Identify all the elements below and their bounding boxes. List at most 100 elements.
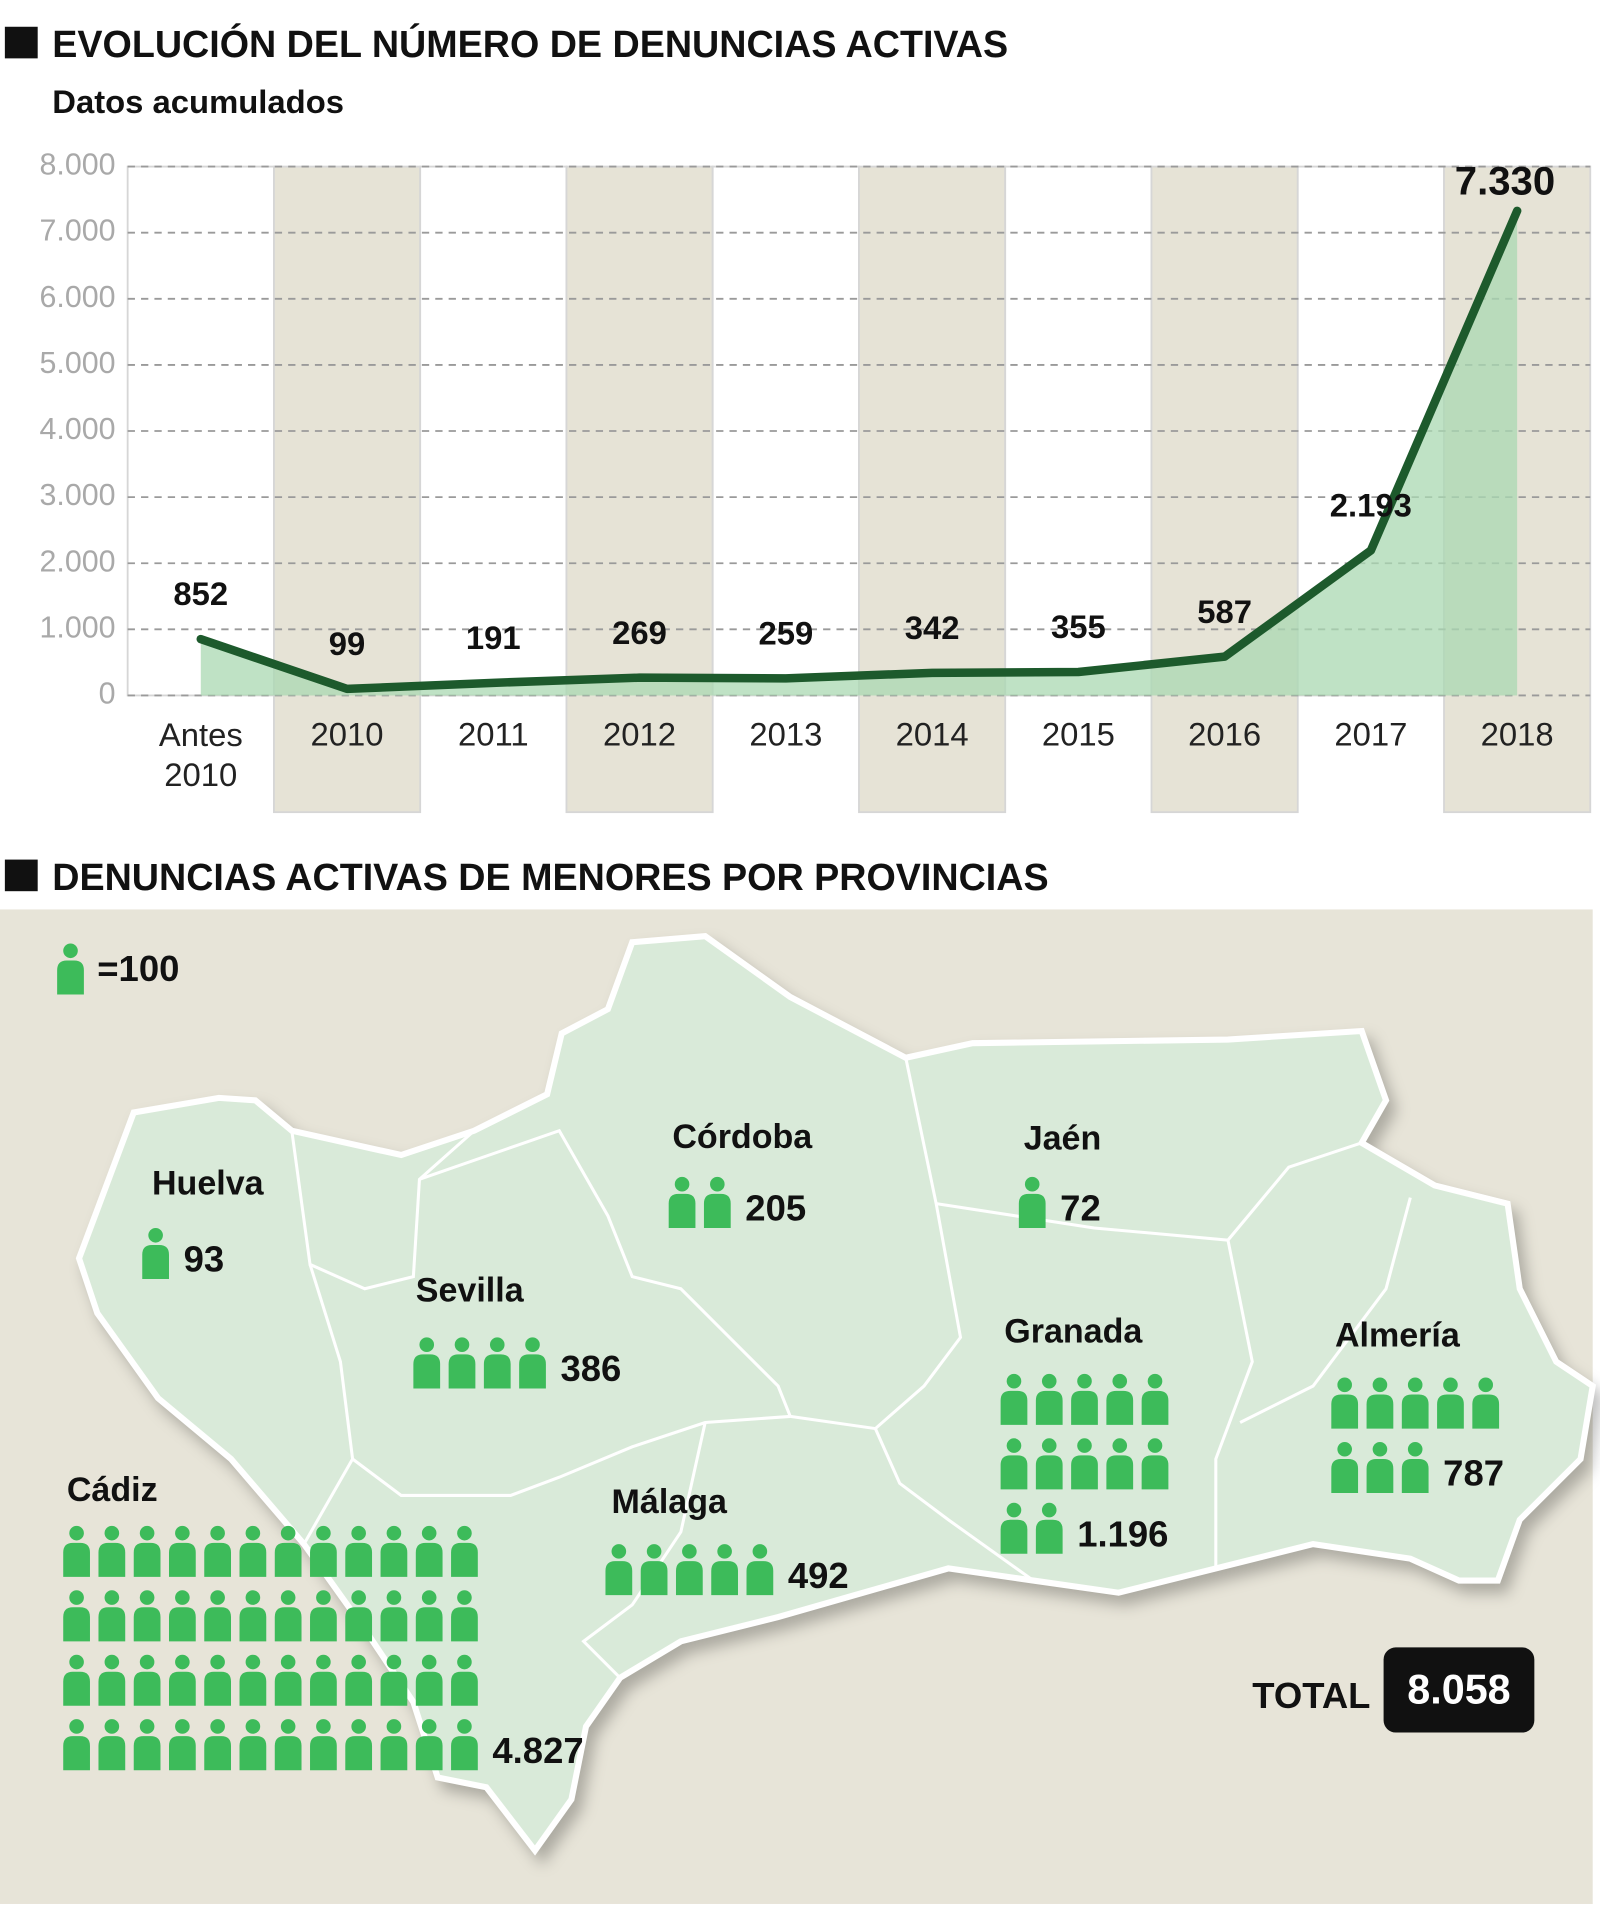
person-icon — [1035, 1373, 1063, 1425]
person-icon — [63, 1525, 90, 1577]
icon-body — [63, 1542, 90, 1577]
icon-head — [175, 1525, 190, 1541]
icon-body — [310, 1542, 337, 1577]
icon-body — [204, 1607, 232, 1642]
y-tick-label: 0 — [99, 676, 116, 710]
icon-body — [1000, 1390, 1028, 1425]
icon-body — [345, 1607, 373, 1642]
icon-body — [413, 1354, 441, 1389]
person-icon — [380, 1654, 408, 1706]
icon-head — [139, 1590, 155, 1605]
province-value: 386 — [560, 1348, 621, 1389]
person-icon — [703, 1176, 731, 1228]
icon-head — [752, 1544, 768, 1559]
icon-head — [1041, 1373, 1057, 1389]
icon-head — [457, 1719, 472, 1734]
icon-body — [63, 1671, 90, 1706]
person-icon — [1366, 1377, 1394, 1429]
person-icon — [1141, 1438, 1169, 1490]
icon-body — [345, 1736, 373, 1771]
x-tick-label: Antes 2010 — [159, 715, 243, 792]
data-label: 2.193 — [1330, 487, 1412, 524]
province-name: Sevilla — [416, 1271, 525, 1309]
y-tick-label: 6.000 — [39, 280, 115, 314]
person-icon — [274, 1719, 302, 1771]
map-title: DENUNCIAS ACTIVAS DE MENORES POR PROVINC… — [52, 856, 1048, 898]
person-icon — [451, 1654, 478, 1706]
data-label: 191 — [466, 619, 521, 656]
person-icon — [204, 1719, 232, 1771]
person-icon — [1437, 1377, 1464, 1429]
icon-head — [421, 1654, 437, 1670]
icon-head — [139, 1525, 155, 1541]
person-icon — [380, 1525, 408, 1577]
icon-body — [310, 1671, 337, 1706]
person-icon — [274, 1654, 302, 1706]
icon-body — [168, 1736, 196, 1771]
icon-body — [451, 1671, 478, 1706]
icon-head — [646, 1544, 662, 1559]
icon-head — [1337, 1377, 1352, 1393]
icon-head — [280, 1590, 296, 1605]
person-icon — [98, 1719, 126, 1771]
shaded-column — [1150, 165, 1299, 814]
icon-body — [483, 1354, 511, 1389]
icon-body — [1071, 1390, 1098, 1425]
province-name: Jaén — [1024, 1119, 1102, 1157]
icon-body — [711, 1561, 738, 1596]
icon-head — [457, 1525, 472, 1541]
data-label: 587 — [1197, 593, 1252, 630]
header-square — [4, 859, 38, 892]
icon-body — [274, 1736, 302, 1771]
icon-head — [351, 1654, 366, 1670]
icon-body — [63, 1607, 90, 1642]
person-icon — [204, 1654, 232, 1706]
icon-body — [274, 1607, 302, 1642]
icon-body — [1000, 1455, 1028, 1490]
icon-body — [345, 1671, 373, 1706]
person-icon — [168, 1525, 196, 1577]
icon-body — [310, 1607, 337, 1642]
province-value: 492 — [788, 1555, 849, 1596]
y-tick-label: 8.000 — [39, 148, 115, 182]
icon-body — [746, 1561, 774, 1596]
icon-body — [133, 1671, 161, 1706]
icon-head — [421, 1525, 437, 1541]
person-icon — [345, 1654, 373, 1706]
icon-head — [611, 1544, 627, 1559]
total-value: 8.058 — [1407, 1666, 1510, 1712]
person-icon — [63, 1654, 90, 1706]
person-icon — [239, 1719, 267, 1771]
icon-body — [1018, 1193, 1046, 1228]
province-name: Almería — [1335, 1316, 1461, 1354]
person-icon — [57, 943, 84, 995]
icon-head — [1407, 1377, 1423, 1393]
y-tick-label: 4.000 — [39, 412, 115, 446]
person-icon — [413, 1337, 441, 1389]
icon-body — [1366, 1394, 1394, 1429]
icon-body — [133, 1607, 161, 1642]
person-icon — [239, 1525, 267, 1577]
icon-body — [1035, 1455, 1063, 1490]
icon-head — [210, 1719, 225, 1734]
person-icon — [168, 1590, 196, 1642]
icon-body — [274, 1542, 302, 1577]
icon-head — [69, 1590, 84, 1605]
icon-body — [133, 1542, 161, 1577]
person-icon — [310, 1719, 337, 1771]
province-value: 787 — [1443, 1453, 1504, 1494]
x-tick-label: 2014 — [896, 715, 969, 752]
icon-head — [1077, 1438, 1092, 1453]
icon-head — [63, 943, 78, 959]
icon-head — [1006, 1502, 1022, 1518]
x-tick-label: 2015 — [1042, 715, 1115, 752]
icon-body — [98, 1671, 126, 1706]
person-icon — [451, 1525, 478, 1577]
icon-body — [239, 1736, 267, 1771]
legend: =100 — [57, 943, 179, 995]
icon-body — [1035, 1519, 1063, 1554]
icon-head — [175, 1654, 190, 1670]
person-icon — [415, 1590, 443, 1642]
person-icon — [1018, 1176, 1046, 1228]
